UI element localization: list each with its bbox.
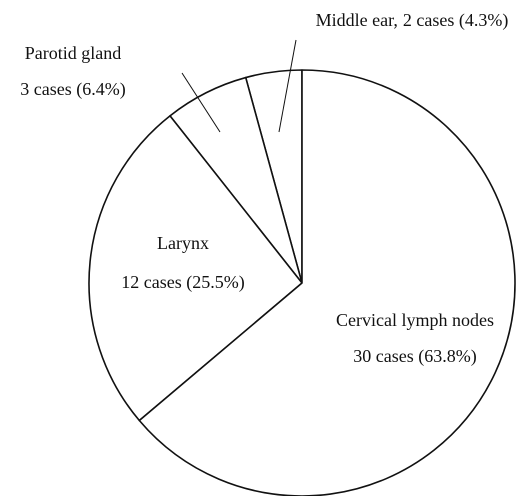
value-label: 3 cases (6.4%) [20, 79, 125, 100]
value-label: 2 cases (4.3%) [403, 10, 508, 31]
value-label: 30 cases (63.8%) [353, 346, 476, 367]
slice-label: Middle ear, 2 cases (4.3%) [316, 10, 509, 31]
category-label: Larynx [157, 233, 209, 253]
category-label: Cervical lymph nodes [336, 310, 494, 330]
category-label: Parotid gland [25, 43, 122, 63]
leader-line [278, 39, 297, 133]
leader-line [181, 72, 221, 133]
pie-slice [88, 115, 303, 422]
value-label: 12 cases (25.5%) [121, 272, 244, 293]
pie-slice [138, 69, 516, 496]
category-label: Middle ear, [316, 10, 398, 30]
